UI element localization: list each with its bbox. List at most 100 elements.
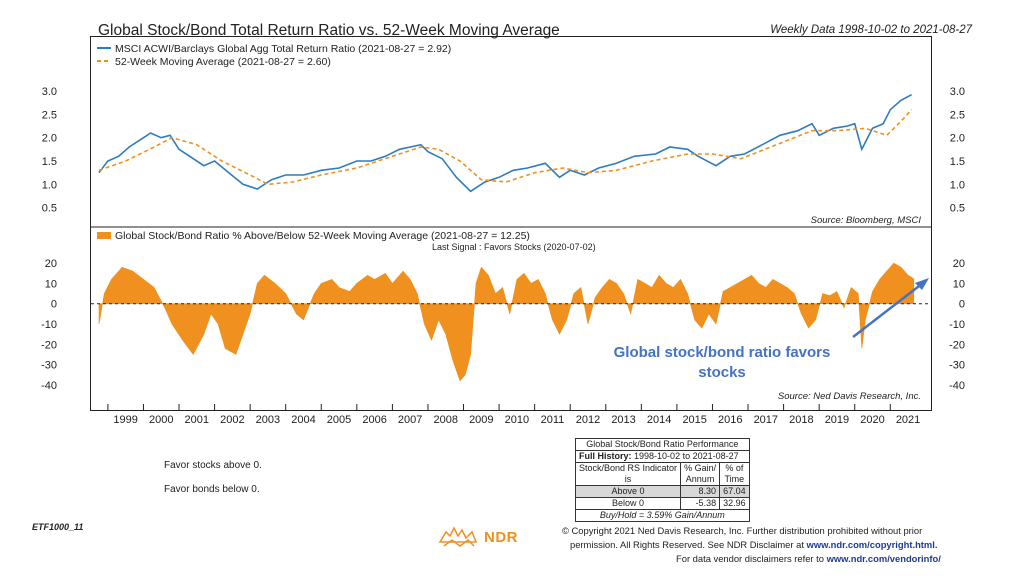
x-tick-label: 2021 — [896, 414, 920, 426]
copyright-line-1: © Copyright 2021 Ned Davis Research, Inc… — [562, 525, 923, 536]
table-footer-row: Buy/Hold = 3.59% Gain/Annum — [575, 509, 750, 522]
performance-table: Global Stock/Bond Ratio Performance Full… — [574, 438, 750, 522]
col-header-gain: % Gain/Annum — [680, 462, 721, 486]
top-y-tick-right: 3.0 — [950, 86, 965, 98]
bottom-y-axis: -40 -40 -30 -30 -20 -20 -10 -10 0 0 10 10 20 20 — [41, 258, 965, 392]
top-y-tick-left: 0.5 — [42, 203, 57, 215]
row-label: Below 0 — [574, 497, 682, 510]
x-tick-label: 2011 — [541, 414, 565, 426]
x-tick-label: 2020 — [860, 414, 884, 426]
x-tick-label: 2008 — [433, 414, 457, 426]
table-row: Above 0 8.30 67.04 — [574, 485, 750, 498]
table-header-row: Stock/Bond RS Indicator is % Gain/Annum %… — [574, 462, 750, 486]
bottom-series — [91, 262, 931, 382]
legend-label-ratio: MSCI ACWI/Barclays Global Agg Total Retu… — [115, 43, 451, 55]
table-history-row: Full History: 1998-10-02 to 2021-08-27 — [575, 450, 750, 463]
legend-label-osc: Global Stock/Bond Ratio % Above/Below 52… — [115, 230, 530, 242]
ratio-line — [98, 93, 912, 193]
top-y-tick-right: 0.5 — [950, 203, 965, 215]
x-tick-label: 2014 — [647, 414, 671, 426]
last-signal: Last Signal : Favors Stocks (2020-07-02) — [432, 242, 596, 252]
top-y-tick-left: 2.5 — [42, 109, 57, 121]
x-tick-label: 2016 — [718, 414, 742, 426]
top-y-tick-right: 2.0 — [950, 133, 965, 145]
x-tick-label: 2010 — [505, 414, 529, 426]
row-time: 32.96 — [719, 497, 750, 510]
copyright-line-3: For data vendor disclaimers refer to www… — [676, 553, 941, 564]
copyright-line-2: permission. All Rights Reserved. See NDR… — [570, 539, 938, 550]
bottom-y-tick-left: 10 — [45, 278, 57, 290]
row-label: Above 0 — [574, 485, 682, 498]
bottom-y-tick-right: -40 — [949, 380, 965, 392]
top-y-tick-right: 1.5 — [950, 156, 965, 168]
table-footer: Buy/Hold = 3.59% Gain/Annum — [575, 509, 750, 522]
bottom-y-tick-left: -10 — [41, 319, 57, 331]
x-tick-label: 2018 — [789, 414, 813, 426]
callout-line-2: stocks — [698, 364, 746, 381]
chart-subtitle: Weekly Data 1998-10-02 to 2021-08-27 — [770, 24, 972, 36]
bottom-y-tick-right: -10 — [949, 319, 965, 331]
bull-bear-icon — [438, 526, 478, 547]
row-gain: 8.30 — [680, 485, 721, 498]
bottom-y-tick-right: 20 — [953, 258, 965, 270]
bottom-source: Source: Ned Davis Research, Inc. — [778, 391, 921, 402]
copyright-link[interactable]: www.ndr.com/copyright.html. — [806, 539, 938, 550]
top-y-tick-right: 1.0 — [950, 179, 965, 191]
bottom-legend: Global Stock/Bond Ratio % Above/Below 52… — [97, 230, 596, 252]
bottom-y-tick-left: -30 — [41, 360, 57, 372]
chart-title: Global Stock/Bond Total Return Ratio vs.… — [98, 22, 560, 39]
callout-line-1: Global stock/bond ratio favors — [614, 344, 831, 361]
chart-code: ETF1000_11 — [32, 522, 84, 532]
oscillator-area — [98, 262, 915, 382]
row-gain: -5.38 — [680, 497, 721, 510]
table-row: Below 0 -5.38 32.96 — [574, 497, 750, 510]
x-tick-label: 2006 — [362, 414, 386, 426]
x-tick-label: 2017 — [754, 414, 778, 426]
top-y-axis: 0.5 0.5 1.0 1.0 1.5 1.5 2.0 2.0 2.5 2.5 3.0 3.0 — [42, 86, 965, 215]
x-tick-label: 2015 — [682, 414, 706, 426]
table-history: Full History: 1998-10-02 to 2021-08-27 — [575, 450, 750, 463]
x-tick-label: 2000 — [149, 414, 173, 426]
moving-average-line — [98, 109, 913, 186]
vendor-link[interactable]: www.ndr.com/vendorinfo/ — [826, 553, 941, 564]
bottom-y-tick-left: -20 — [41, 339, 57, 351]
x-tick-label: 2012 — [576, 414, 600, 426]
x-tick-label: 2003 — [256, 414, 280, 426]
x-tick-label: 2013 — [611, 414, 635, 426]
chart-canvas: 0.5 0.5 1.0 1.0 1.5 1.5 2.0 2.0 2.5 2.5 3.0 3.0 MSC… — [41, 43, 965, 426]
col-header-time: % of Time — [719, 462, 750, 486]
callout-arrow-head — [915, 278, 929, 290]
top-y-tick-right: 2.5 — [950, 109, 965, 121]
x-tick-label: 2004 — [291, 414, 315, 426]
legend-swatch-osc — [97, 232, 111, 239]
copyright-block: © Copyright 2021 Ned Davis Research, Inc… — [562, 524, 941, 566]
x-axis: 1999 2000 2001 2002 2003 2004 2005 2006 2007 2008… — [107, 404, 920, 426]
x-tick-label: 2002 — [220, 414, 244, 426]
table-title: Global Stock/Bond Ratio Performance — [575, 438, 750, 451]
bottom-y-tick-right: -20 — [949, 339, 965, 351]
col-header-indicator: Stock/Bond RS Indicator is — [574, 462, 682, 486]
bottom-y-tick-left: -40 — [41, 380, 57, 392]
bottom-y-tick-right: -30 — [949, 360, 965, 372]
bottom-y-tick-right: 10 — [953, 278, 965, 290]
top-y-tick-left: 1.5 — [42, 156, 57, 168]
table-title-row: Global Stock/Bond Ratio Performance — [575, 438, 750, 451]
x-tick-label: 2001 — [185, 414, 209, 426]
legend-label-ma: 52-Week Moving Average (2021-08-27 = 2.6… — [115, 56, 331, 68]
bottom-y-tick-right: 0 — [959, 299, 965, 311]
top-y-tick-left: 2.0 — [42, 133, 57, 145]
callout-arrow-line — [852, 282, 924, 338]
history-range: 1998-10-02 to 2021-08-27 — [634, 451, 739, 461]
logo-text: NDR — [484, 528, 518, 546]
note-favor-stocks: Favor stocks above 0. — [164, 460, 262, 471]
bottom-y-tick-left: 20 — [45, 258, 57, 270]
chart-frame: 0.5 0.5 1.0 1.0 1.5 1.5 2.0 2.0 2.5 2.5 3.0 3.0 MSC… — [41, 36, 965, 426]
x-tick-label: 2005 — [327, 414, 351, 426]
x-tick-label: 1999 — [113, 414, 137, 426]
top-source: Source: Bloomberg, MSCI — [811, 215, 922, 226]
x-tick-label: 2007 — [398, 414, 422, 426]
x-tick-label: 2019 — [825, 414, 849, 426]
ndr-logo: NDR — [438, 524, 518, 550]
top-legend: MSCI ACWI/Barclays Global Agg Total Retu… — [97, 43, 451, 68]
top-y-tick-left: 1.0 — [42, 179, 57, 191]
